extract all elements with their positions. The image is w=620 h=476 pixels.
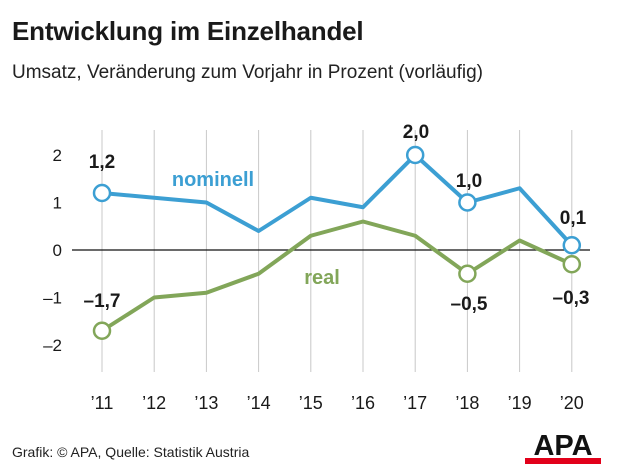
apa-logo-bar	[525, 458, 601, 464]
data-point-marker	[92, 183, 112, 203]
series-line-nominell	[100, 153, 574, 248]
data-point-marker	[458, 193, 477, 212]
series-name-real: real	[304, 267, 340, 289]
data-label: 1,2	[89, 152, 115, 173]
data-point-marker	[405, 145, 425, 165]
source-note: Grafik: © APA, Quelle: Statistik Austria	[12, 444, 250, 460]
apa-logo-text: APA	[533, 430, 592, 462]
data-point-marker	[562, 236, 582, 255]
y-tick-label: 2	[53, 146, 62, 165]
chart-subtitle: Umsatz, Veränderung zum Vorjahr in Proze…	[12, 62, 483, 83]
series-line-real	[100, 219, 574, 333]
x-tick-label: ’20	[560, 393, 584, 413]
y-tick-label: –2	[43, 336, 62, 355]
x-tick-label: ’19	[508, 393, 532, 413]
data-label: –1,7	[84, 291, 121, 312]
series-name-nominell: nominell	[172, 169, 254, 191]
x-tick-label: ’16	[351, 393, 375, 413]
data-point-marker	[458, 264, 477, 283]
x-tick-label: ’12	[142, 393, 166, 413]
data-label: –0,3	[553, 288, 590, 309]
data-label: 0,1	[560, 208, 587, 229]
data-label: 2,0	[403, 122, 429, 143]
data-label: –0,5	[451, 294, 488, 315]
data-label: 1,0	[456, 171, 482, 192]
data-point-marker	[92, 321, 112, 340]
x-tick-label: ’18	[455, 393, 479, 413]
y-tick-label: 0	[53, 241, 62, 260]
x-tick-label: ’15	[299, 393, 323, 413]
x-tick-label: ’13	[194, 393, 218, 413]
y-tick-label: 1	[53, 194, 62, 213]
x-tick-label: ’17	[403, 393, 427, 413]
y-tick-label: –1	[43, 289, 62, 308]
x-tick-label: ’11	[91, 393, 114, 413]
data-point-marker	[562, 255, 582, 274]
chart-title: Entwicklung im Einzelhandel	[12, 16, 364, 46]
x-tick-label: ’14	[247, 393, 271, 413]
